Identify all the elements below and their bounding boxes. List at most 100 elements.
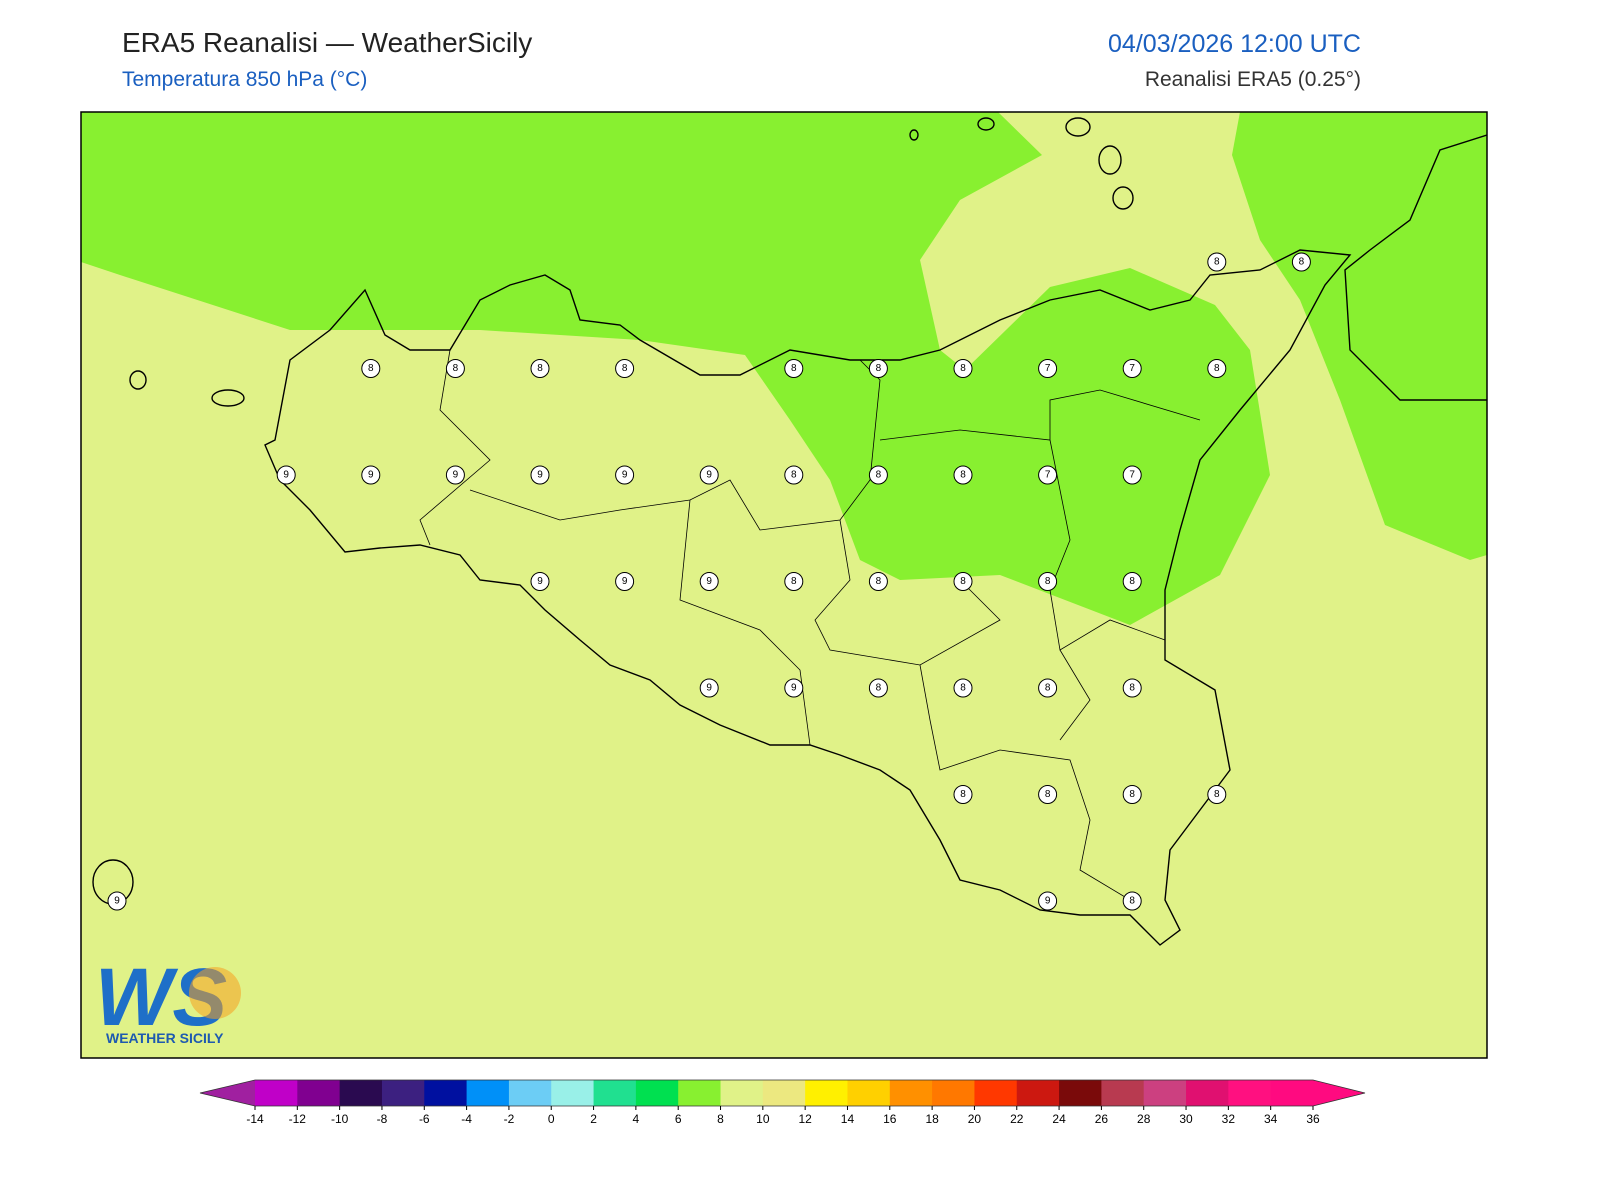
point-marker: [868, 678, 888, 698]
point-value: 7: [1045, 470, 1051, 481]
colorbar-bin: [593, 1080, 637, 1106]
colorbar-tick-label: 0: [548, 1112, 555, 1126]
field-6-8: [1232, 112, 1487, 560]
colorbar: -14 -12 -10 -8 -6 -4 -2 0 2 4 6 8 10 12 14 16 18 20 22 24 26…: [199, 1079, 1366, 1126]
colorbar-tick-label: 26: [1095, 1112, 1109, 1126]
colorbar-tick-label: 24: [1052, 1112, 1066, 1126]
field-6-8: [81, 112, 1270, 625]
point-marker: [699, 465, 719, 485]
point-marker: [1038, 678, 1058, 698]
point-marker: [784, 359, 804, 378]
map-frame: [80, 111, 1488, 1059]
map: 8 8 8 8 8 8 8 8 8 7 7 8 9 9 9 9 9 9 8 8 8 7 7 9 9 9 8 8 8 8 8 9 9 8 8 8 8 8 8 8…: [81, 112, 1487, 1058]
colorbar-bin: [1228, 1080, 1272, 1106]
point-marker: [276, 465, 296, 485]
point-value: 8: [960, 789, 966, 800]
point-marker: [1207, 785, 1227, 804]
point-marker: [953, 572, 973, 591]
point-value: 8: [960, 576, 966, 587]
point-value: 8: [876, 363, 882, 374]
point-value: 8: [791, 576, 797, 587]
point-value: 8: [1045, 576, 1051, 587]
point-value: 9: [791, 683, 797, 694]
point-value: 8: [1129, 683, 1135, 694]
colorbar-bin: [762, 1080, 806, 1106]
colorbar-tick-label: 16: [883, 1112, 897, 1126]
point-value: 9: [114, 896, 120, 907]
colorbar-bin: [1143, 1080, 1187, 1106]
logo-sun: [189, 967, 241, 1019]
point-value: 8: [1045, 683, 1051, 694]
colorbar-bin: [932, 1080, 975, 1106]
point-value: 8: [622, 363, 628, 374]
point-marker: [1122, 572, 1142, 591]
grid-points: 8 8 8 8 8 8 8 8 8 7 7 8 9 9 9 9 9 9 8 8 8 7 7 9 9 9 8 8 8 8 8 9 9 8 8 8 8 8 8 8…: [107, 252, 1311, 911]
colorbar-tick-label: -12: [289, 1112, 307, 1126]
point-marker: [107, 891, 127, 911]
point-marker: [615, 572, 635, 591]
colorbar-tick-label: 8: [717, 1112, 724, 1126]
point-marker: [784, 572, 804, 591]
point-marker: [953, 785, 973, 804]
point-value: 9: [453, 470, 459, 481]
point-value: 8: [1045, 789, 1051, 800]
point-value: 8: [1214, 257, 1220, 268]
point-marker: [615, 359, 635, 378]
point-marker: [1038, 359, 1058, 378]
point-value: 8: [960, 363, 966, 374]
colorbar-tick-label: 34: [1264, 1112, 1278, 1126]
point-value: 8: [1129, 789, 1135, 800]
point-value: 8: [876, 576, 882, 587]
colorbar-bin: [974, 1080, 1018, 1106]
date: 04/03/2026 12:00 UTC: [1108, 30, 1361, 58]
point-marker: [953, 359, 973, 378]
point-value: 8: [1214, 789, 1220, 800]
colorbar-tick-label: 10: [756, 1112, 770, 1126]
point-marker: [1122, 678, 1142, 698]
point-marker: [1291, 252, 1311, 272]
point-marker: [1122, 785, 1142, 804]
point-marker: [361, 359, 381, 378]
point-value: 8: [1299, 257, 1305, 268]
colorbar-tick-label: 20: [968, 1112, 982, 1126]
colorbar-bin: [255, 1080, 298, 1106]
point-marker: [1038, 785, 1058, 804]
point-value: 8: [791, 470, 797, 481]
colorbar-bin: [720, 1080, 764, 1106]
colorbar-extend-low: [200, 1080, 255, 1106]
point-value: 8: [1129, 576, 1135, 587]
colorbar-tick-label: -14: [246, 1112, 264, 1126]
point-value: 7: [1129, 470, 1135, 481]
point-value: 9: [1045, 896, 1051, 907]
point-marker: [1207, 359, 1227, 378]
colorbar-bin: [381, 1080, 425, 1106]
point-marker: [699, 572, 719, 591]
colorbar-tick-label: 12: [798, 1112, 812, 1126]
point-value: 8: [537, 363, 543, 374]
point-marker: [699, 678, 719, 698]
colorbar-extend-high: [1313, 1080, 1365, 1106]
point-marker: [530, 359, 550, 378]
colorbar-tick-label: -6: [419, 1112, 430, 1126]
colorbar-bin: [339, 1080, 383, 1106]
colorbar-bin: [297, 1080, 341, 1106]
colorbar-bin: [889, 1080, 933, 1106]
point-marker: [1122, 891, 1142, 911]
colorbar-tick-label: 28: [1137, 1112, 1151, 1126]
colorbar-tick-label: -8: [377, 1112, 388, 1126]
colorbar-tick-label: 4: [633, 1112, 640, 1126]
point-value: 9: [706, 683, 712, 694]
point-marker: [868, 572, 888, 591]
colorbar-bin: [678, 1080, 722, 1106]
point-value: 8: [960, 683, 966, 694]
point-marker: [868, 359, 888, 378]
point-value: 8: [1214, 363, 1220, 374]
colorbar-tick-label: -10: [331, 1112, 349, 1126]
point-value: 7: [1045, 363, 1051, 374]
point-marker: [445, 465, 465, 485]
point-marker: [953, 465, 973, 485]
point-value: 7: [1129, 363, 1135, 374]
point-marker: [615, 465, 635, 485]
colorbar-bin: [551, 1080, 595, 1106]
